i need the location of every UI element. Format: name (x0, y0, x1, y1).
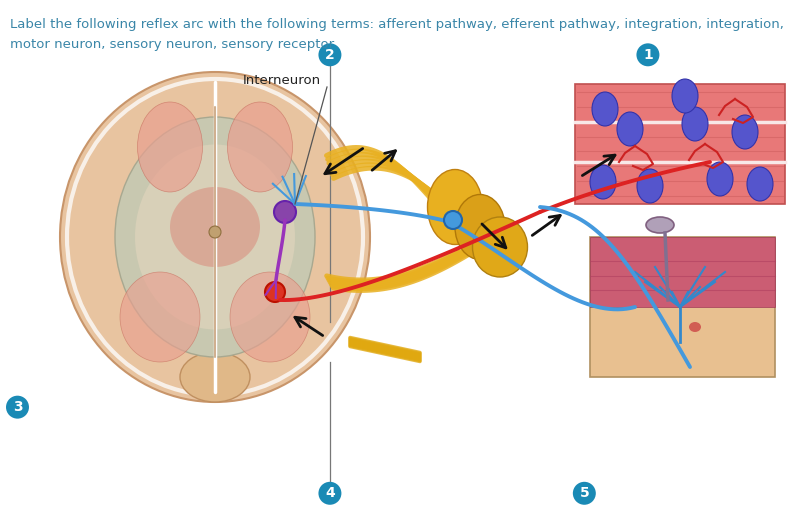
Ellipse shape (115, 117, 315, 357)
Circle shape (319, 482, 341, 505)
Ellipse shape (472, 217, 528, 277)
Text: motor neuron, sensory neuron, sensory receptor: motor neuron, sensory neuron, sensory re… (10, 38, 335, 51)
Ellipse shape (227, 102, 293, 192)
FancyBboxPatch shape (575, 84, 785, 204)
Circle shape (265, 282, 285, 302)
Ellipse shape (732, 115, 758, 149)
Ellipse shape (170, 187, 260, 267)
Ellipse shape (590, 165, 616, 199)
Circle shape (6, 396, 29, 419)
Circle shape (573, 482, 595, 505)
Ellipse shape (617, 112, 643, 146)
FancyBboxPatch shape (590, 237, 775, 307)
Circle shape (444, 211, 462, 229)
Ellipse shape (230, 272, 310, 362)
Text: 1: 1 (643, 48, 653, 62)
Text: 3: 3 (13, 400, 22, 414)
Circle shape (637, 43, 659, 66)
Ellipse shape (120, 272, 200, 362)
Ellipse shape (428, 170, 483, 244)
Ellipse shape (682, 107, 708, 141)
Circle shape (274, 201, 296, 223)
Circle shape (209, 226, 221, 238)
Text: Label the following reflex arc with the following terms: afferent pathway, effer: Label the following reflex arc with the … (10, 18, 784, 31)
Circle shape (319, 43, 341, 66)
Text: 5: 5 (580, 487, 589, 500)
Ellipse shape (455, 195, 505, 259)
Ellipse shape (747, 167, 773, 201)
Ellipse shape (672, 79, 698, 113)
Ellipse shape (637, 169, 663, 203)
Text: 4: 4 (325, 487, 335, 500)
Text: 2: 2 (325, 48, 335, 62)
Text: Interneuron: Interneuron (242, 75, 320, 87)
Ellipse shape (646, 217, 674, 233)
Ellipse shape (138, 102, 203, 192)
Ellipse shape (60, 72, 370, 402)
FancyBboxPatch shape (590, 237, 775, 377)
Ellipse shape (135, 145, 295, 329)
Ellipse shape (592, 92, 618, 126)
Ellipse shape (689, 322, 701, 332)
Ellipse shape (707, 162, 733, 196)
Ellipse shape (180, 352, 250, 402)
